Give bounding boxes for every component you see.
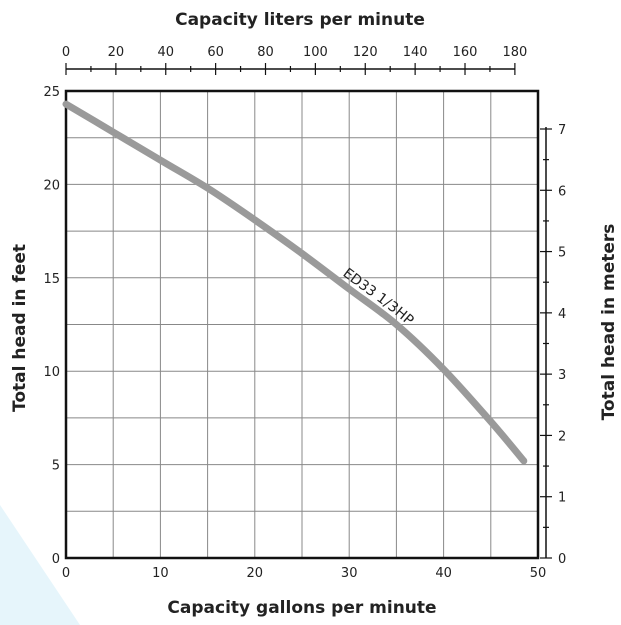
y-tick-label: 5 xyxy=(52,459,60,474)
y-tick-label: 20 xyxy=(43,178,60,193)
y-tick-label: 25 xyxy=(43,85,60,100)
y-tick-label: 0 xyxy=(52,552,60,567)
x2-tick-label: 0 xyxy=(62,45,70,60)
series-label-text: ED33 1/3HP xyxy=(340,265,417,329)
x2-tick-label: 120 xyxy=(353,45,378,60)
series-layer: ED33 1/3HP xyxy=(62,100,528,465)
x-tick-label: 0 xyxy=(62,566,70,581)
x2-tick-label: 20 xyxy=(108,45,125,60)
y-tick-label: 15 xyxy=(43,272,60,287)
bottom-axis-title: Capacity gallons per minute xyxy=(167,598,436,618)
x-tick-label: 20 xyxy=(247,566,264,581)
y2-tick-label: 7 xyxy=(558,123,566,138)
y2-tick-label: 1 xyxy=(558,491,566,506)
left-axis-title: Total head in feet xyxy=(10,244,30,412)
x-tick-label: 40 xyxy=(435,566,452,581)
y2-tick-label: 5 xyxy=(558,246,566,261)
series-label: ED33 1/3HP xyxy=(340,265,417,329)
y2-tick-label: 4 xyxy=(558,307,566,322)
y-tick-label: 10 xyxy=(43,365,60,380)
x2-tick-label: 60 xyxy=(207,45,224,60)
grid xyxy=(66,91,538,558)
x2-tick-label: 160 xyxy=(453,45,478,60)
x2-tick-label: 40 xyxy=(157,45,174,60)
x-tick-label: 10 xyxy=(152,566,169,581)
plot-frame xyxy=(64,89,540,560)
x2-tick-label: 180 xyxy=(502,45,527,60)
y2-tick-label: 2 xyxy=(558,429,566,444)
x-tick-label: 50 xyxy=(530,566,547,581)
x2-tick-label: 140 xyxy=(403,45,428,60)
y2-tick-label: 3 xyxy=(558,368,566,383)
top-axis-title: Capacity liters per minute xyxy=(175,10,425,30)
x2-tick-label: 100 xyxy=(303,45,328,60)
x2-tick-label: 80 xyxy=(257,45,274,60)
series-line xyxy=(62,100,528,465)
y2-tick-label: 0 xyxy=(558,552,566,567)
x-tick-label: 30 xyxy=(341,566,358,581)
y2-tick-label: 6 xyxy=(558,184,566,199)
decorative-background-triangle xyxy=(0,505,80,625)
right-axis-title: Total head in meters xyxy=(599,224,619,421)
